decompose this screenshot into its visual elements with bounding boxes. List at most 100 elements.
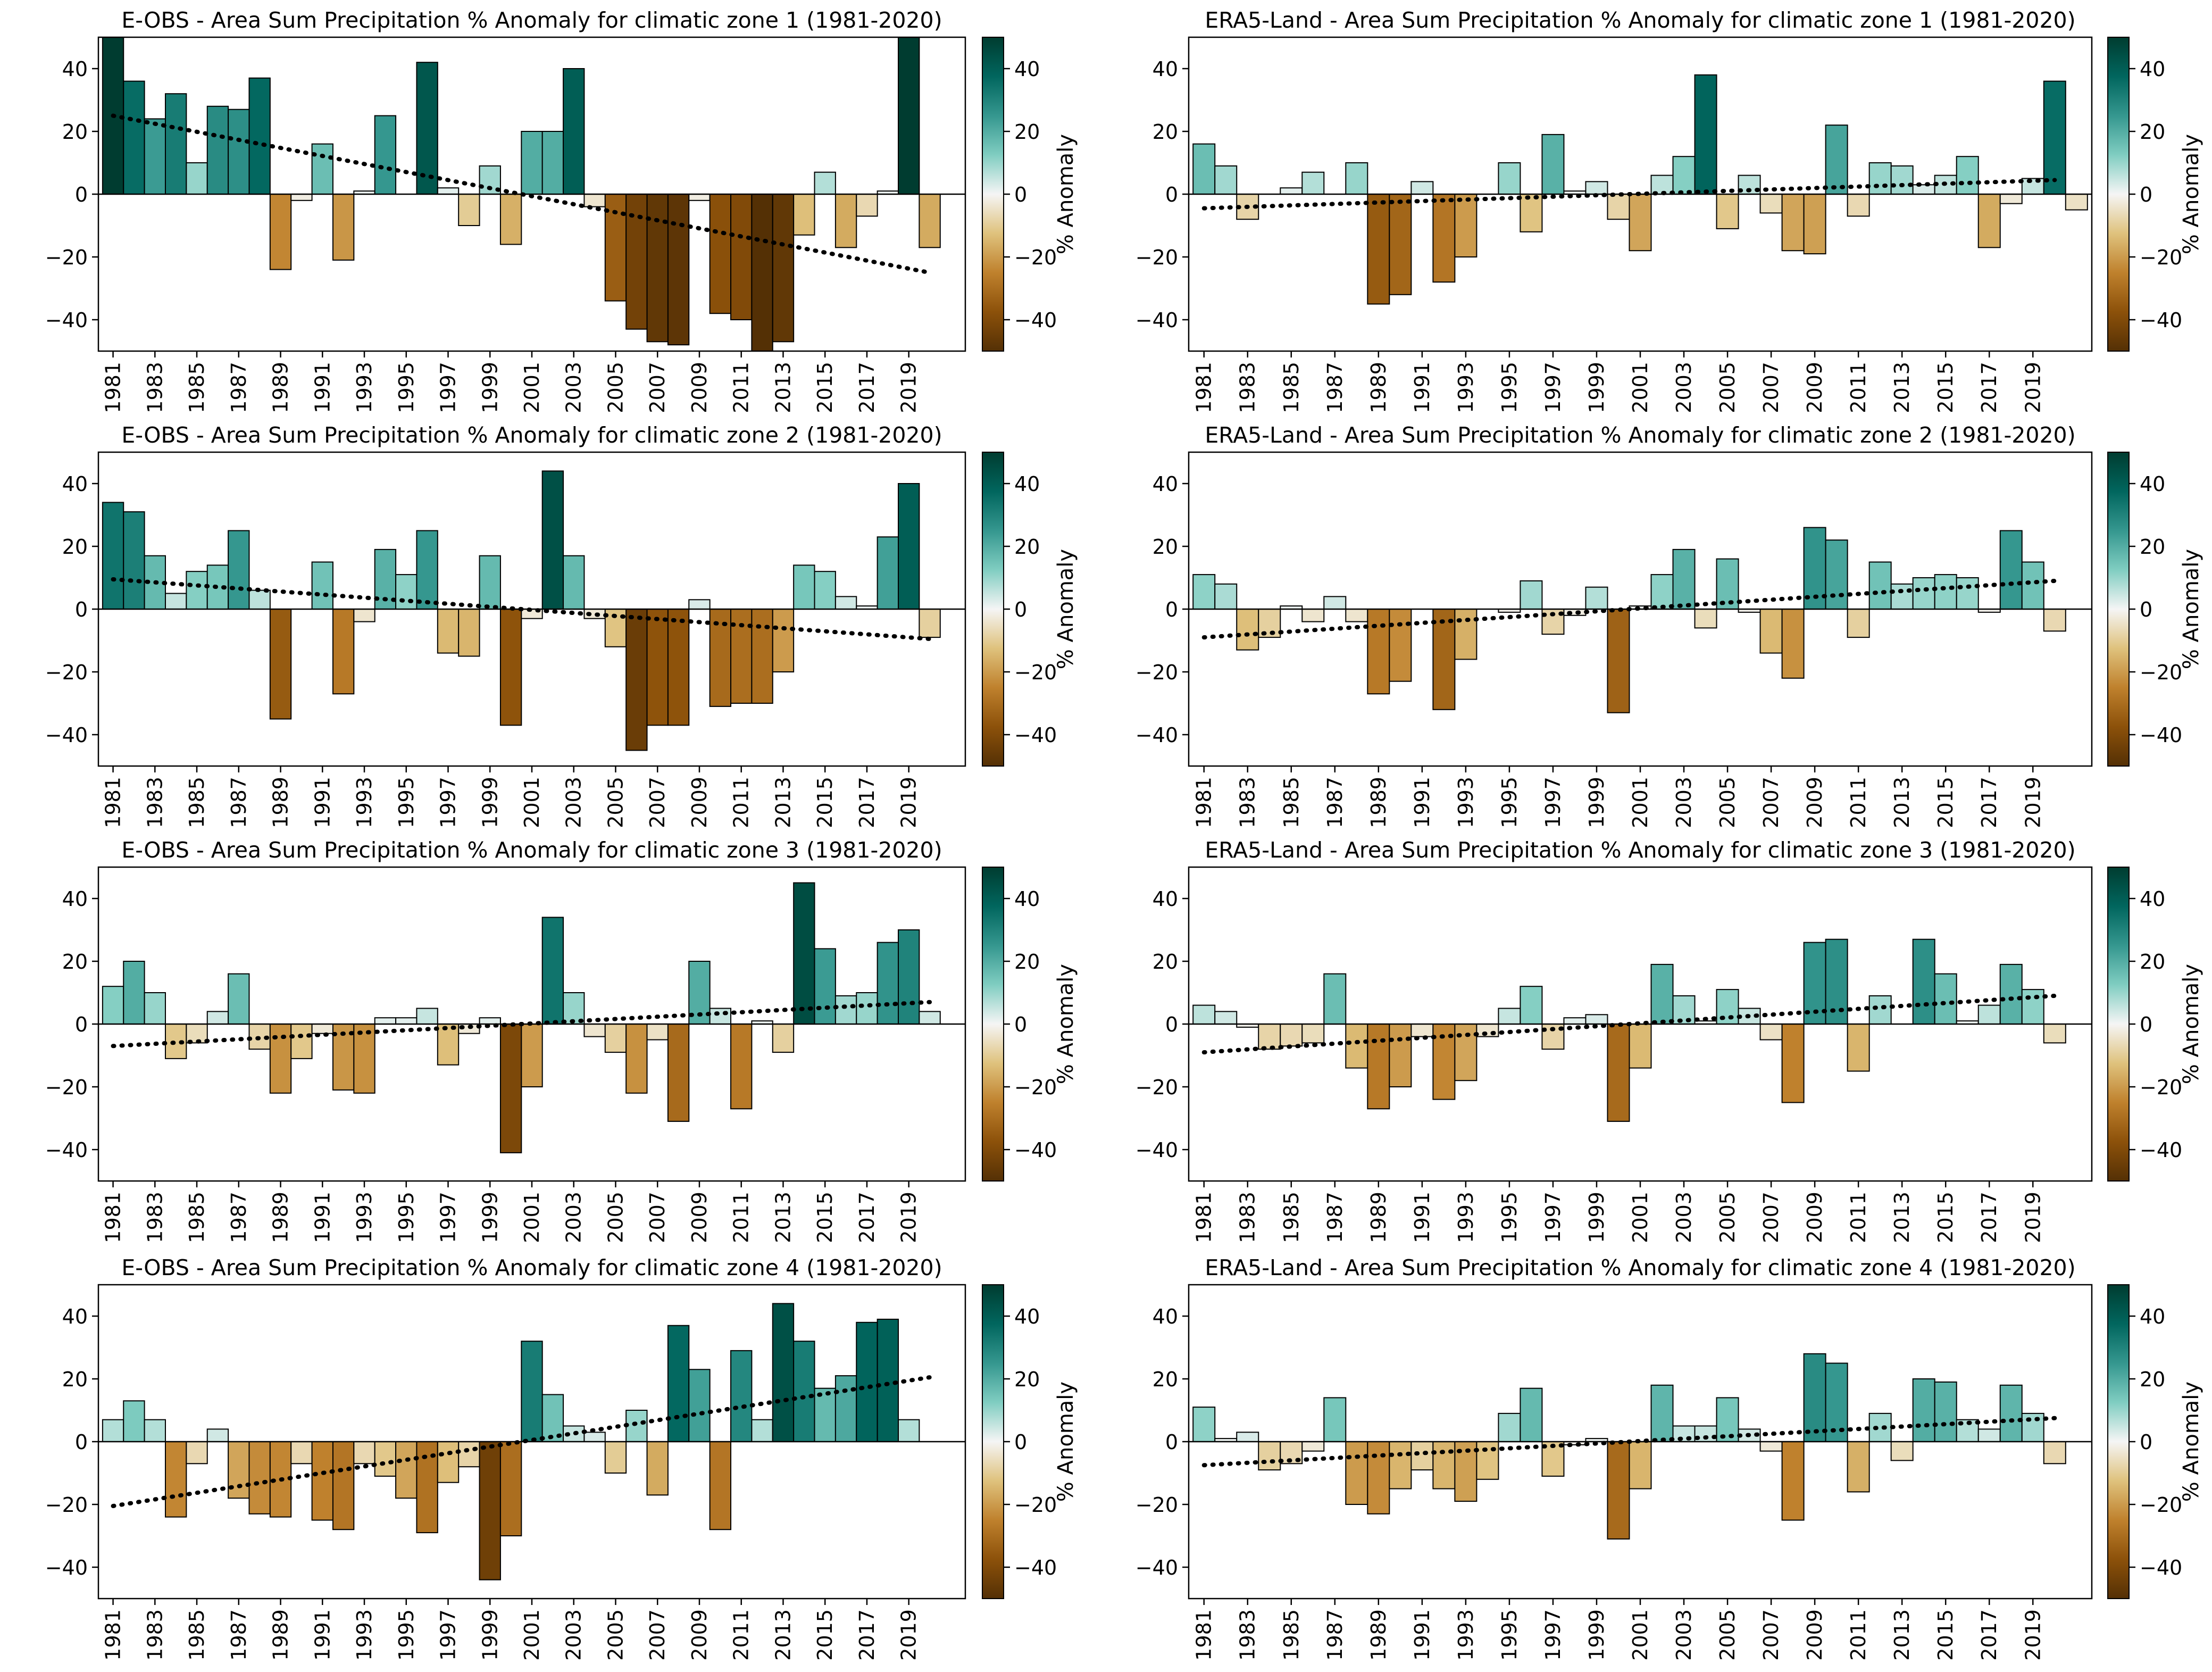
x-tick-label: 1985 xyxy=(1280,777,1303,828)
bar xyxy=(1367,1441,1390,1515)
colorbar-tick-label: 40 xyxy=(1014,57,1040,81)
bar xyxy=(541,917,564,1025)
bar xyxy=(1454,609,1478,660)
bar xyxy=(458,609,480,657)
x-tick-label: 1995 xyxy=(1498,1192,1521,1243)
x-tick-label: 1983 xyxy=(143,362,166,413)
bar xyxy=(1585,1014,1608,1025)
bar xyxy=(793,882,815,1025)
bar xyxy=(228,530,250,610)
bar xyxy=(1192,574,1216,610)
y-tick-label: 40 xyxy=(1153,1305,1178,1328)
x-tick-label: 1995 xyxy=(395,362,418,413)
y-tick-label: 20 xyxy=(1153,120,1178,144)
bar xyxy=(1847,1024,1870,1072)
x-tick-label: 1997 xyxy=(1541,777,1565,828)
x-tick-label: 2009 xyxy=(1803,1192,1826,1243)
x-tick-label: 2011 xyxy=(1847,362,1870,413)
trend-line xyxy=(1201,578,2057,640)
x-tick-label: 2009 xyxy=(688,1609,711,1661)
colorbar-tick-label: 0 xyxy=(2140,1013,2152,1036)
bar xyxy=(311,143,333,195)
bar xyxy=(730,1024,753,1110)
x-tick-label: 1981 xyxy=(102,1609,125,1661)
bar xyxy=(583,1432,606,1443)
x-tick-label: 2015 xyxy=(1934,1609,1957,1661)
bar xyxy=(583,1024,606,1037)
bar xyxy=(1280,187,1303,195)
subplot-title: ERA5-Land - Area Sum Precipitation % Ano… xyxy=(1205,422,2075,448)
y-tick-label: −40 xyxy=(45,1556,88,1579)
bar xyxy=(1389,194,1412,295)
trend-line xyxy=(111,113,932,275)
bar xyxy=(186,1441,208,1465)
bar xyxy=(709,609,732,707)
bar xyxy=(479,1017,501,1025)
bar xyxy=(1498,162,1521,195)
bar xyxy=(311,561,333,610)
bar xyxy=(1912,1378,1935,1442)
x-tick-label: 1993 xyxy=(353,1609,376,1661)
colorbar-tick-label: −20 xyxy=(2140,1493,2182,1517)
x-tick-label: 1999 xyxy=(1585,1192,1608,1243)
x-tick-label: 1991 xyxy=(1410,362,1434,413)
x-tick-label: 1993 xyxy=(1454,1192,1478,1243)
x-tick-label: 2003 xyxy=(562,777,586,828)
bar xyxy=(1476,1024,1499,1037)
colorbar-label: % Anomaly xyxy=(1054,549,1078,669)
bar xyxy=(1258,1024,1281,1050)
bar xyxy=(395,574,418,610)
trend-line xyxy=(1201,1416,2057,1468)
x-tick-label: 1987 xyxy=(1323,1609,1347,1661)
colorbar-tick-label: 20 xyxy=(1014,950,1040,974)
bar xyxy=(1410,181,1434,195)
y-tick-label: 20 xyxy=(1153,1368,1178,1391)
bar xyxy=(919,609,941,638)
bar xyxy=(772,194,795,343)
bar xyxy=(479,555,501,610)
y-tick-label: −40 xyxy=(1136,1138,1178,1162)
bar xyxy=(437,1441,460,1483)
bar xyxy=(877,942,899,1025)
bar xyxy=(625,609,648,751)
x-tick-label: 2011 xyxy=(730,1192,753,1243)
bar xyxy=(332,609,355,695)
y-tick-label: −20 xyxy=(1136,1076,1178,1099)
x-tick-label: 2003 xyxy=(562,1192,586,1243)
x-tick-label: 1987 xyxy=(227,1609,251,1661)
bar xyxy=(1672,548,1696,610)
bar xyxy=(1825,539,1848,610)
y-tick-label: −20 xyxy=(1136,661,1178,684)
x-tick-label: 2009 xyxy=(1803,1609,1826,1661)
bar xyxy=(1389,1024,1412,1087)
bar xyxy=(730,194,753,320)
y-tick-label: 40 xyxy=(62,57,88,81)
x-tick-label: 2019 xyxy=(2021,362,2044,413)
x-tick-label: 1985 xyxy=(185,362,208,413)
x-tick-label: 1981 xyxy=(102,362,125,413)
bar xyxy=(437,1024,460,1066)
x-tick-label: 1991 xyxy=(311,777,334,828)
bar xyxy=(1890,583,1914,610)
bar xyxy=(1541,134,1565,195)
x-tick-label: 2009 xyxy=(688,362,711,413)
bar xyxy=(1498,1412,1521,1442)
bar xyxy=(625,1410,648,1442)
bar xyxy=(123,511,145,610)
bar xyxy=(772,1024,795,1053)
bar xyxy=(583,194,606,207)
bar xyxy=(1345,1441,1368,1505)
x-tick-label: 1995 xyxy=(395,777,418,828)
bar xyxy=(834,596,857,610)
y-tick-label: −20 xyxy=(1136,1493,1178,1517)
bar xyxy=(1672,156,1696,195)
x-tick-label: 1981 xyxy=(102,1192,125,1243)
bar xyxy=(688,1369,711,1443)
bar xyxy=(1367,194,1390,305)
x-tick-label: 1993 xyxy=(1454,362,1478,413)
y-tick-label: 0 xyxy=(75,1013,88,1036)
y-tick-label: −40 xyxy=(1136,1556,1178,1579)
bar xyxy=(877,1318,899,1442)
x-tick-label: 1989 xyxy=(1367,362,1390,413)
colorbar-tick-label: 20 xyxy=(1014,120,1040,144)
